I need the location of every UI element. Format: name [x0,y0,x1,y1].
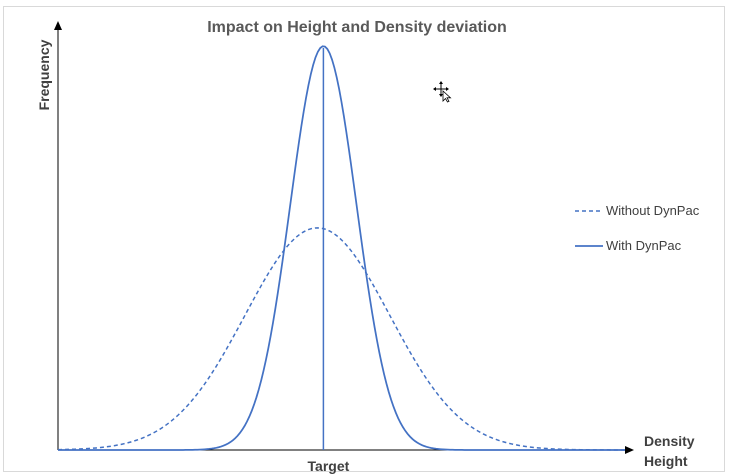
y-axis-arrow-icon [54,21,62,30]
legend-label-with-dynpac: With DynPac [606,238,682,253]
chart-title: Impact on Height and Density deviation [207,19,507,36]
legend-entry-with-dynpac: With DynPac [575,238,682,253]
legend: Without DynPac With DynPac [575,203,700,253]
x-axis-label-line-2: Height [644,453,688,469]
axes [54,21,634,454]
chart-frame [3,6,725,472]
y-axis-label: Frequency [36,39,52,110]
series-line-without-dynpac [57,227,625,451]
x-axis-arrow-icon [625,446,634,454]
move-cursor-icon [433,81,452,103]
legend-label-without-dynpac: Without DynPac [606,203,700,218]
legend-entry-without-dynpac: Without DynPac [575,203,700,218]
series-line-with-dynpac [58,45,625,451]
target-label: Target [308,458,350,474]
x-axis-label-line-1: Density [644,433,695,449]
